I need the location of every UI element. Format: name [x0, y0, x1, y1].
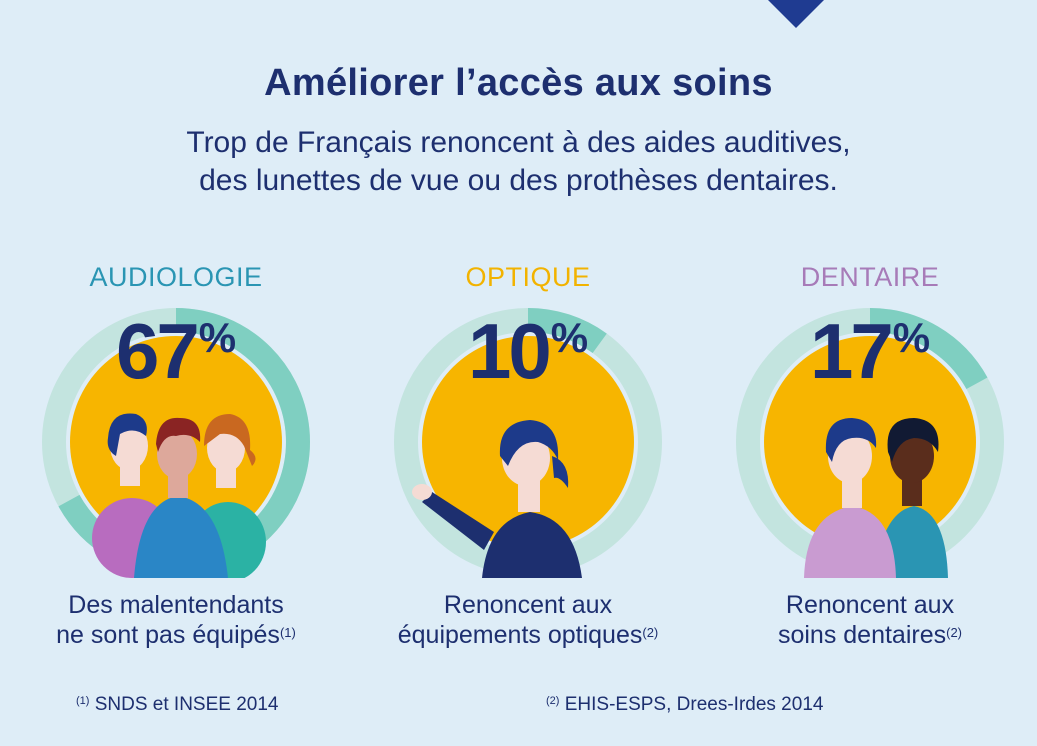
- category-label: OPTIQUE: [465, 262, 591, 292]
- panel-optique: OPTIQUE 10% Renoncent aux équipements op…: [368, 262, 688, 649]
- panel-audiologie: AUDIOLOGIE 67: [16, 262, 336, 649]
- stat-caption: Renoncent aux soins dentaires(2): [710, 592, 1030, 649]
- stat-ring: 17%: [734, 306, 1006, 578]
- stat-value: 10: [467, 307, 552, 395]
- stat-ring: 10%: [392, 306, 664, 578]
- caption-text: ne sont pas équipés: [56, 621, 280, 649]
- caption-text: équipements optiques: [397, 621, 643, 649]
- footnote-ref: (2): [642, 625, 659, 640]
- source-text: EHIS-ESPS, Drees-Irdes 2014: [564, 694, 824, 715]
- people-illustration-three: [92, 413, 266, 578]
- percent-sign: %: [892, 314, 931, 361]
- subtitle-line-2: des lunettes de vue ou des prothèses den…: [199, 164, 838, 197]
- page-subtitle: Trop de Français renoncent à des aides a…: [0, 124, 1037, 200]
- stat-caption: Des malentendants ne sont pas équipés(1): [16, 592, 336, 649]
- ring-graphic: [42, 308, 310, 578]
- source-note-1: (1) SNDS et INSEE 2014: [76, 694, 279, 716]
- caption-line-2: équipements optiques(2): [368, 619, 688, 649]
- people-illustration-two: [804, 418, 948, 578]
- percentage-arc: [394, 308, 662, 576]
- stat-percentage: 10%: [392, 312, 664, 390]
- footnote-ref: (2): [946, 625, 963, 640]
- caption-line-2: ne sont pas équipés(1): [16, 619, 336, 649]
- page-title: Améliorer l’accès aux soins: [264, 62, 773, 104]
- source-ref: (2): [546, 695, 560, 707]
- caption-text: soins dentaires: [777, 621, 947, 649]
- stat-value: 67: [115, 307, 200, 395]
- subtitle-line-1: Trop de Français renoncent à des aides a…: [186, 126, 851, 159]
- source-ref: (1): [76, 695, 90, 707]
- source-text: SNDS et INSEE 2014: [94, 694, 279, 715]
- footnote-ref: (1): [279, 625, 296, 640]
- stat-value: 17: [809, 307, 894, 395]
- category-label: AUDIOLOGIE: [89, 262, 263, 292]
- ring-graphic: [394, 308, 662, 578]
- stat-percentage: 17%: [734, 312, 1006, 390]
- category-label: DENTAIRE: [800, 262, 940, 292]
- percent-sign: %: [198, 314, 237, 361]
- source-note-2: (2) EHIS-ESPS, Drees-Irdes 2014: [546, 694, 823, 716]
- ring-graphic: [736, 308, 1004, 578]
- stat-percentage: 67%: [40, 312, 312, 390]
- caption-line-2: soins dentaires(2): [710, 619, 1030, 649]
- percentage-arc: [736, 308, 1004, 576]
- stat-caption: Renoncent aux équipements optiques(2): [368, 592, 688, 649]
- panel-dentaire: DENTAIRE 17% Renoncent aux soins dentair…: [710, 262, 1030, 649]
- caption-line-1: Renoncent aux: [785, 591, 955, 619]
- caption-line-1: Des malentendants: [68, 591, 284, 619]
- stat-ring: 67%: [40, 306, 312, 578]
- top-notch-decoration: [768, 0, 824, 28]
- person-illustration-optique: [412, 420, 582, 578]
- caption-line-1: Renoncent aux: [443, 591, 613, 619]
- percent-sign: %: [550, 314, 589, 361]
